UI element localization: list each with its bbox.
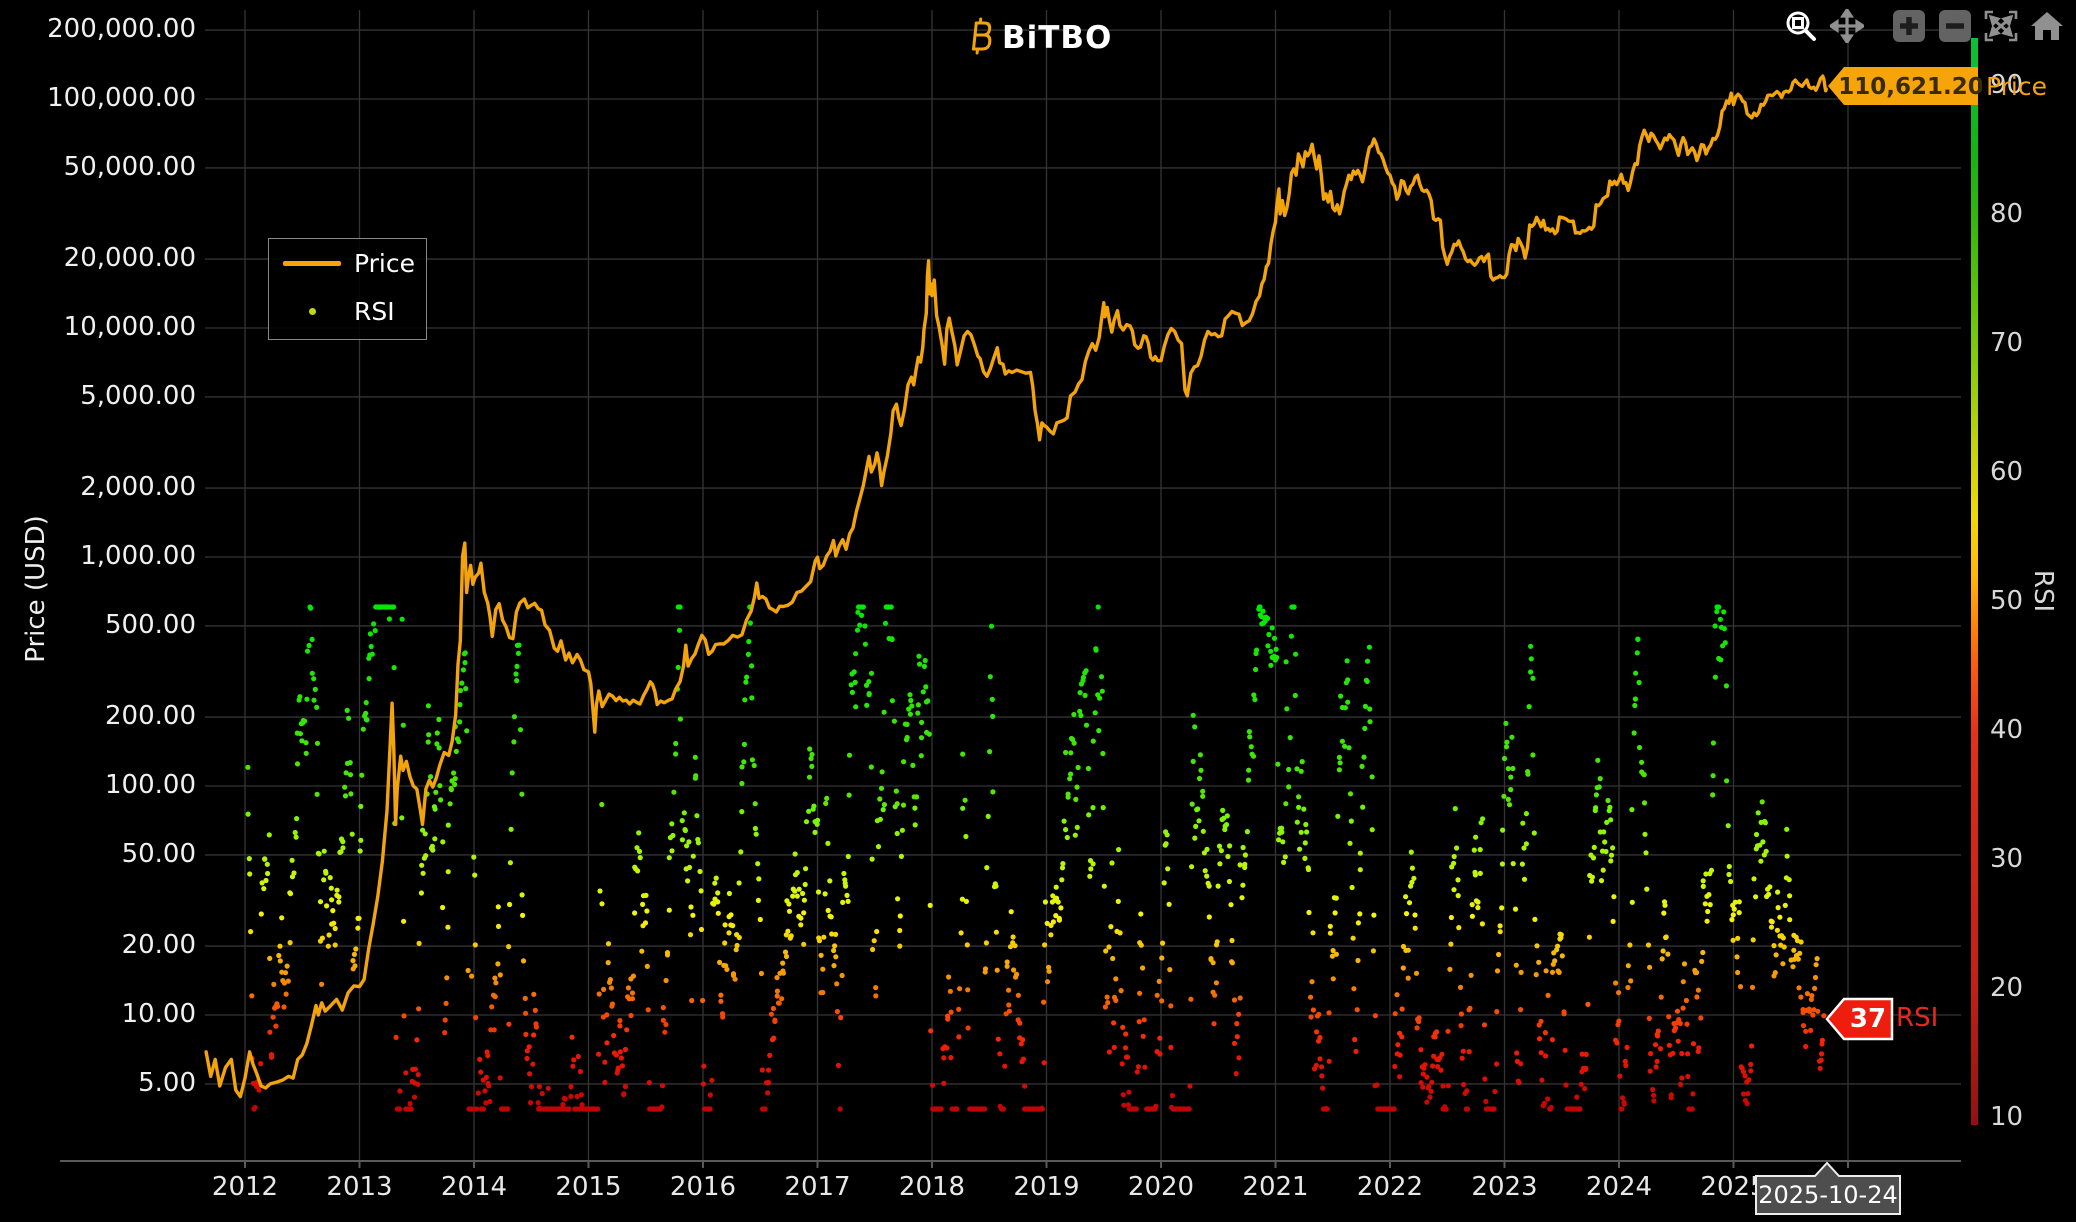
rsi-colorbar [1971,38,1978,1125]
x-tick-label: 2016 [669,1172,737,1202]
y-tick-label-left: 1,000.00 [80,541,196,571]
toolbar [1778,6,2070,46]
y-tick-label-left: 5,000.00 [80,380,196,411]
logo: BiTBO [966,16,1112,60]
legend: Price RSI [268,238,427,340]
legend-price-label: Price [354,248,415,278]
logo-text: BiTBO [1002,20,1113,56]
x-tick-label: 2018 [898,1172,966,1202]
autoscale-icon [1984,10,2018,42]
zoom-box-icon [1786,11,1816,41]
x-tick-label: 2013 [326,1172,393,1202]
bitcoin-logo-icon [966,16,994,60]
y-tick-label-left: 200,000.00 [47,14,196,45]
y-tick-label-left: 500.00 [105,609,196,640]
x-tick-label: 2024 [1585,1172,1653,1202]
y-tick-label-left: 50.00 [121,838,196,869]
rsi-badge: 37 [1825,997,1894,1041]
x-tick-label: 2017 [784,1172,851,1202]
y-tick-label-left: 200.00 [105,701,196,732]
x-tick-label: 2019 [1013,1172,1080,1202]
zoom-in-button[interactable] [1886,6,1932,46]
autoscale-button[interactable] [1978,6,2024,46]
price-line-swatch [283,260,341,266]
rsi-badge-value: 37 [1850,1004,1886,1034]
x-tick-label: 2020 [1127,1172,1195,1202]
price-badge-value: 110,621.20 [1838,74,1982,100]
y-axis-title-rsi: RSI [2028,569,2058,613]
x-tick-label: 2014 [440,1172,508,1202]
y-tick-label-right: 50 [1990,586,2024,616]
y-tick-label-left: 10,000.00 [63,312,196,342]
pan-button[interactable] [1824,6,1870,46]
x-tick-label: 2023 [1471,1172,1538,1202]
y-tick-label-left: 20.00 [121,930,196,961]
x-tick-label: 2012 [211,1172,279,1202]
rsi-axis-label: RSI [1896,1003,1939,1033]
y-tick-label-left: 50,000.00 [63,151,196,182]
legend-rsi-label: RSI [354,296,395,326]
zoom-in-icon [1893,10,1925,42]
pan-icon [1830,9,1864,43]
y-tick-label-left: 5.00 [138,1067,196,1098]
rsi-dots [245,604,1827,1112]
y-tick-label-right: 40 [1990,715,2024,745]
y-tick-label-left: 2,000.00 [80,472,196,503]
legend-item-rsi[interactable]: RSI [269,287,426,335]
zoom-out-icon [1939,10,1971,42]
x-tick-label: 2015 [555,1172,622,1202]
y-axis-title-price: Price (USD) [21,515,51,663]
y-tick-label-left: 20,000.00 [63,243,196,274]
date-badge-value: 2025-10-24 [1758,1181,1897,1209]
home-icon [2031,12,2063,40]
y-tick-label-right: 80 [1990,199,2024,229]
zoom-box-button[interactable] [1778,6,1824,46]
y-tick-label-right: 70 [1990,328,2024,358]
y-tick-label-right: 30 [1990,844,2024,874]
y-tick-label-right: 90 [1990,70,2024,100]
y-tick-label-left: 100.00 [105,770,196,800]
y-tick-label-right: 60 [1990,457,2024,487]
rsi-dot-swatch [308,307,316,315]
y-tick-label-right: 10 [1990,1102,2024,1132]
price-badge: 110,621.20 [1828,67,1982,105]
gridlines [60,10,1961,1168]
y-tick-label-left: 10.00 [121,999,196,1029]
price-line [204,74,1828,1099]
price-axis-label: Price [1986,72,2047,101]
reset-home-button[interactable] [2024,6,2070,46]
date-badge: 2025-10-24 [1755,1161,1901,1215]
y-tick-label-left: 100,000.00 [47,83,196,113]
x-tick-label: 2022 [1356,1172,1424,1202]
y-tick-label-right: 20 [1990,973,2024,1003]
legend-item-price[interactable]: Price [269,239,426,287]
zoom-out-button[interactable] [1932,6,1978,46]
x-tick-label: 2021 [1242,1172,1309,1202]
